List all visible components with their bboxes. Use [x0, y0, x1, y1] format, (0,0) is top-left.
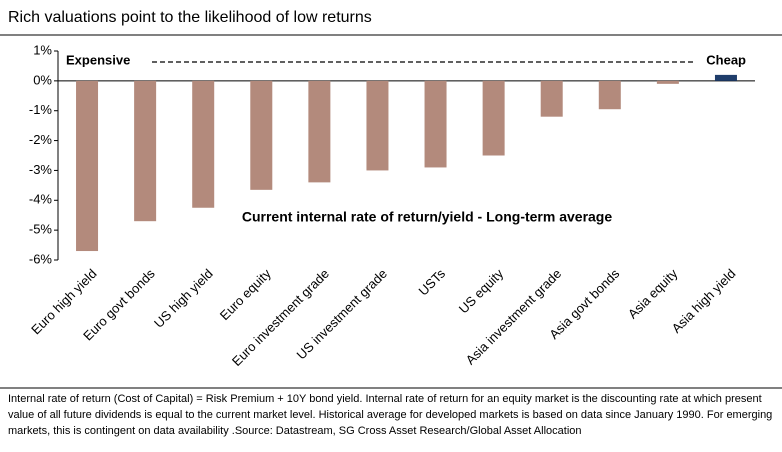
- bar: [366, 80, 389, 171]
- x-tick-label: US equity: [456, 266, 507, 317]
- bar: [76, 80, 99, 252]
- x-tick-label: Euro equity: [217, 266, 274, 323]
- y-tick-label: -4%: [29, 192, 53, 207]
- bar: [250, 80, 273, 190]
- bar: [192, 80, 215, 208]
- bar: [308, 80, 331, 183]
- y-tick-label: -3%: [29, 162, 53, 177]
- annotation: Expensive: [66, 52, 130, 67]
- bar: [540, 80, 563, 117]
- annotation: Current internal rate of return/yield - …: [242, 209, 613, 225]
- y-tick-label: -6%: [29, 251, 53, 266]
- chart-title: Rich valuations point to the likelihood …: [8, 9, 372, 26]
- x-tick-label: US high yield: [151, 266, 216, 331]
- y-tick-label: 0%: [33, 72, 52, 87]
- bar: [482, 80, 505, 156]
- annotation: Cheap: [706, 52, 746, 67]
- y-tick-label: -2%: [29, 132, 53, 147]
- x-tick-label: USTs: [416, 266, 449, 299]
- footnote: Internal rate of return (Cost of Capital…: [8, 393, 773, 437]
- x-tick-label: Asia investment grade: [463, 266, 565, 368]
- bar: [134, 80, 157, 222]
- x-tick-label: Asia equity: [625, 266, 681, 322]
- y-tick-label: -1%: [29, 102, 53, 117]
- bar: [598, 80, 621, 110]
- y-tick-label: 1%: [33, 42, 52, 57]
- bar: [656, 80, 679, 84]
- y-tick-label: -5%: [29, 222, 53, 237]
- x-tick-label: Euro investment grade: [229, 266, 332, 369]
- bar: [424, 80, 447, 168]
- bar: [714, 74, 737, 81]
